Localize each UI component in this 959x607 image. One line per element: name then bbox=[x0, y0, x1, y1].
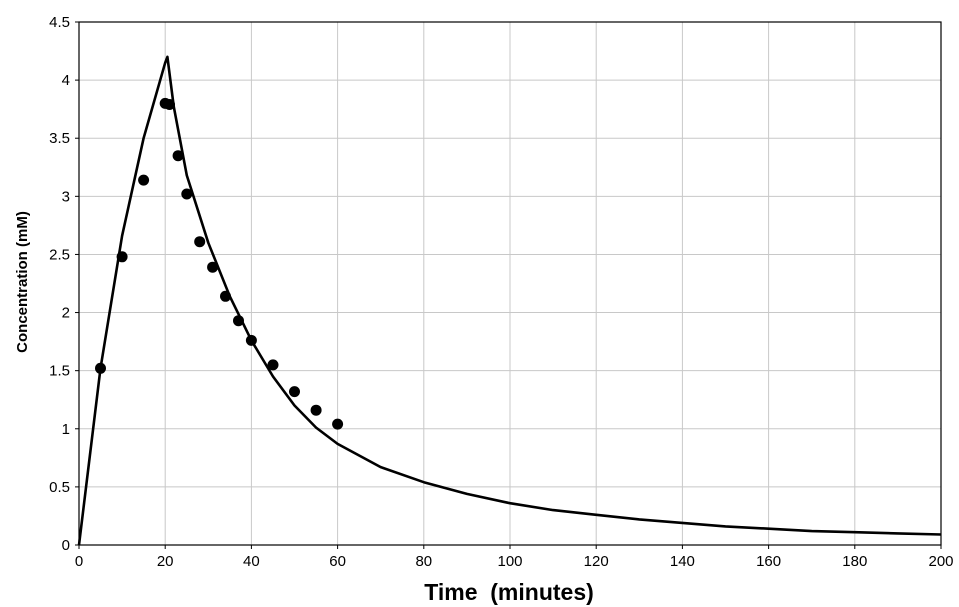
plot-frame bbox=[78, 21, 942, 546]
grid bbox=[75, 21, 942, 549]
data-point bbox=[289, 386, 300, 398]
data-point bbox=[267, 359, 279, 371]
y-tick-label: 1.5 bbox=[49, 363, 70, 380]
y-tick-label: 3.5 bbox=[49, 130, 70, 147]
data-point bbox=[172, 150, 184, 162]
y-tick-label: 0.5 bbox=[49, 479, 70, 496]
x-tick-label: 140 bbox=[670, 553, 695, 570]
x-axis-label: Time (minutes) bbox=[424, 579, 594, 605]
data-point bbox=[332, 418, 344, 430]
data-point bbox=[194, 236, 206, 248]
data-point bbox=[310, 404, 322, 416]
y-tick-label: 4.5 bbox=[49, 14, 70, 31]
x-tick-labels: 0 20 40 60 80 100 120 140 160 180 200 bbox=[75, 553, 954, 570]
x-tick-label: 20 bbox=[157, 553, 174, 570]
x-tick-label: 60 bbox=[329, 553, 346, 570]
data-point bbox=[207, 261, 219, 273]
plot-series bbox=[77, 55, 942, 546]
x-tick-label: 80 bbox=[415, 553, 432, 570]
model-curve bbox=[77, 55, 942, 546]
x-tick-label: 120 bbox=[584, 553, 609, 570]
x-tick-label: 180 bbox=[842, 553, 867, 570]
x-tick-label: 200 bbox=[928, 553, 953, 570]
y-tick-label: 2.5 bbox=[49, 246, 70, 263]
y-tick-labels: 0 0.5 1 1.5 2 2.5 3 3.5 4 4.5 bbox=[49, 14, 70, 554]
y-tick-label: 3 bbox=[62, 188, 70, 205]
data-point bbox=[138, 174, 150, 186]
y-tick-label: 0 bbox=[62, 537, 70, 554]
y-tick-label: 4 bbox=[62, 72, 70, 89]
x-tick-label: 160 bbox=[756, 553, 781, 570]
x-tick-label: 40 bbox=[243, 553, 260, 570]
y-tick-label: 1 bbox=[62, 421, 70, 438]
y-axis-label: Concentration (mM) bbox=[14, 211, 31, 353]
data-point bbox=[181, 188, 193, 200]
x-tick-label: 100 bbox=[497, 553, 522, 570]
x-tick-label: 0 bbox=[75, 553, 83, 570]
y-tick-label: 2 bbox=[62, 305, 70, 322]
